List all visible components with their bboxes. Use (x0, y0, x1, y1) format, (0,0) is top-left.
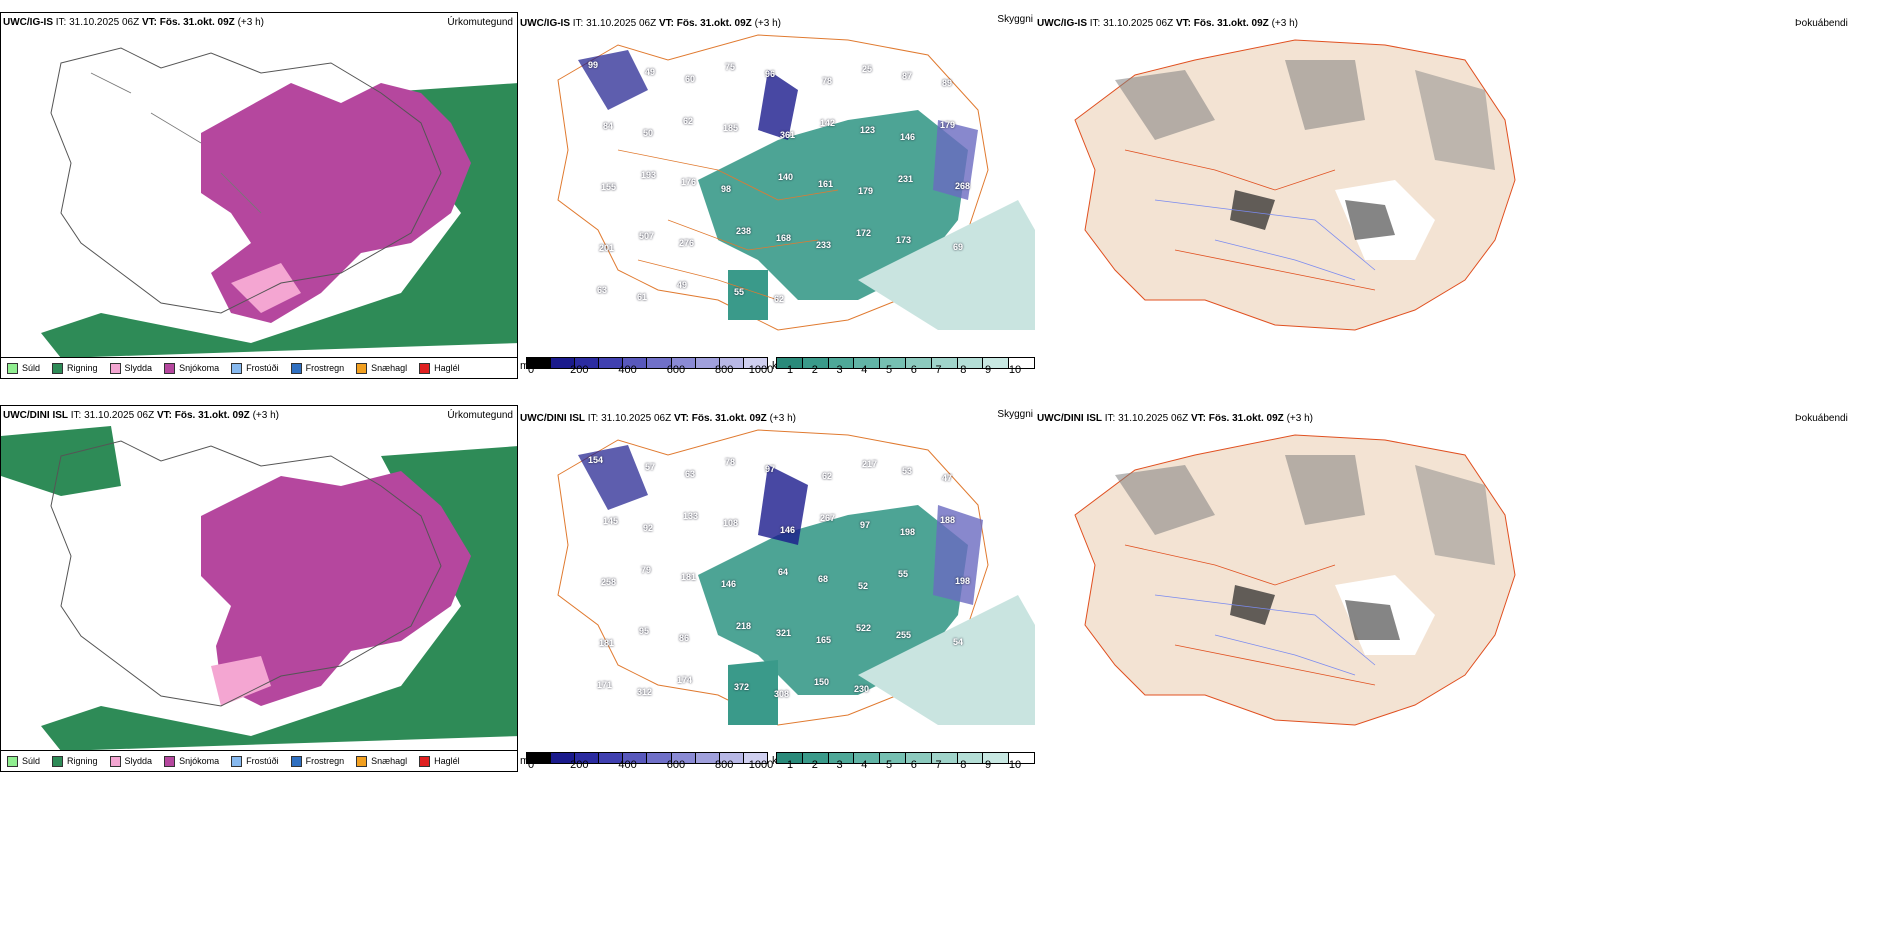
precip-legend-1: Súld Rigning Slydda Snjókoma Frostúði Fr… (1, 357, 517, 378)
fog-panel-1: UWC/IG-IS IT: 31.10.2025 06Z VT: Fös. 31… (1035, 0, 1900, 380)
cloud-map-1 (557, 34, 1035, 331)
legend-swatch (52, 362, 64, 374)
ceiling-colorbar (526, 752, 768, 764)
ptype-panel-1: UWC/IG-IS IT: 31.10.2025 06Z VT: Fös. 31… (0, 12, 518, 379)
cloud-map-2 (557, 429, 1035, 726)
ptype-header-2: UWC/DINI ISL IT: 31.10.2025 06Z VT: Fös.… (3, 410, 279, 421)
ptype-header-1: UWC/IG-IS IT: 31.10.2025 06Z VT: Fös. 31… (3, 17, 264, 28)
fog-map-1 (1035, 0, 1900, 380)
legend-item: Súld (7, 362, 40, 374)
vt-label: VT: (141, 17, 157, 28)
cloud-panel-1: UWC/IG-IS IT: 31.10.2025 06Z VT: Fös. 31… (518, 0, 1035, 380)
it-label: IT: (55, 17, 67, 28)
ptype-panel-2: UWC/DINI ISL IT: 31.10.2025 06Z VT: Fös.… (0, 405, 518, 772)
legend-swatch (109, 362, 121, 374)
visibility-colorbar (776, 357, 1035, 369)
legend-item: Snæhagl (356, 362, 407, 374)
legend-item: Frostregn (290, 362, 344, 374)
ceiling-colorbar (526, 357, 768, 369)
ptype-map-1 (1, 13, 517, 378)
cloud-title: Skyggni (997, 14, 1033, 25)
legend-swatch (290, 362, 302, 374)
cloud-title: Skyggni (997, 409, 1033, 420)
legend-item: Slydda (109, 362, 152, 374)
legend-item: Rigning (52, 362, 98, 374)
ptype-map-2 (1, 406, 517, 771)
cloud-header-1: UWC/IG-IS IT: 31.10.2025 06Z VT: Fös. 31… (520, 18, 781, 29)
precip-legend-2: Súld Rigning Slydda Snjókoma Frostúði Fr… (1, 750, 517, 771)
fog-map-2 (1035, 395, 1900, 775)
legend-swatch (231, 362, 243, 374)
ceiling-unit: m (520, 360, 530, 372)
fog-panel-2: UWC/DINI ISL IT: 31.10.2025 06Z VT: Fös.… (1035, 395, 1900, 775)
legend-swatch (164, 362, 176, 374)
fog-title: Þokuábendi (1795, 413, 1848, 424)
visibility-colorbar (776, 752, 1035, 764)
model-name: UWC/IG-IS (3, 17, 53, 28)
legend-swatch (356, 362, 368, 374)
cloud-panel-2: UWC/DINI ISL IT: 31.10.2025 06Z VT: Fös.… (518, 395, 1035, 775)
it-value: 31.10.2025 06Z (69, 17, 140, 28)
legend-item: Haglél (419, 362, 460, 374)
legend-swatch (7, 362, 18, 374)
legend-swatch (419, 362, 431, 374)
lead-time: (+3 h) (237, 17, 264, 28)
legend-item: Snjókoma (164, 362, 219, 374)
fog-title: Þokuábendi (1795, 18, 1848, 29)
legend-item: Frostúði (231, 362, 279, 374)
cloud-header-2: UWC/DINI ISL IT: 31.10.2025 06Z VT: Fös.… (520, 413, 796, 424)
fog-header-2: UWC/DINI ISL IT: 31.10.2025 06Z VT: Fös.… (1037, 413, 1313, 424)
ptype-title: Úrkomutegund (447, 410, 513, 421)
vt-value: Fös. 31.okt. 09Z (159, 17, 235, 28)
ptype-title: Úrkomutegund (447, 17, 513, 28)
fog-header-1: UWC/IG-IS IT: 31.10.2025 06Z VT: Fös. 31… (1037, 18, 1298, 29)
